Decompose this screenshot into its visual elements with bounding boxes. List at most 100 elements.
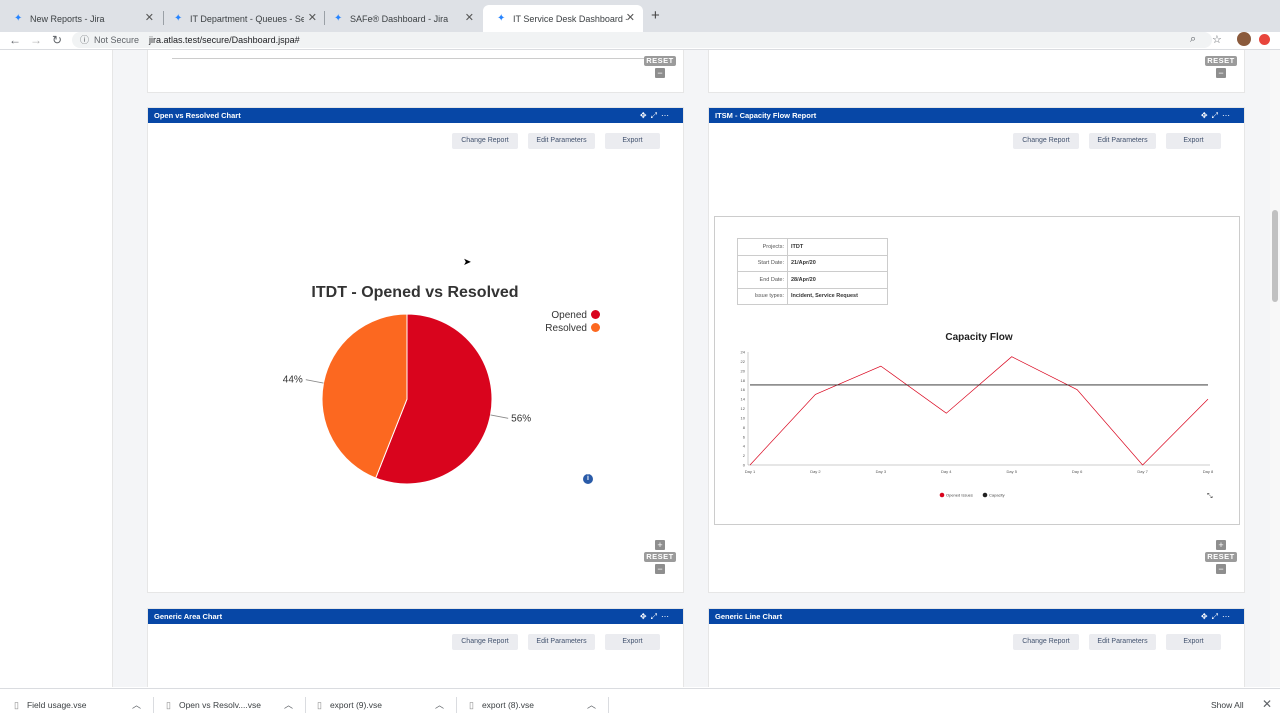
change-report-button[interactable]: Change Report: [1013, 634, 1079, 650]
new-tab-button[interactable]: +: [651, 7, 660, 24]
extension-icon[interactable]: [1259, 34, 1270, 45]
export-button[interactable]: Export: [605, 133, 660, 149]
browser-tab-strip: ✦ New Reports - Jira ✕ ✦ IT Department -…: [0, 0, 1280, 32]
show-all-downloads-button[interactable]: Show All: [1211, 700, 1244, 710]
download-item[interactable]: ▯ export (9).vse ︿: [317, 689, 455, 720]
chevron-up-icon[interactable]: ︿: [284, 700, 294, 710]
more-icon[interactable]: ⋯: [1222, 111, 1234, 120]
reload-icon[interactable]: ↻: [52, 33, 63, 47]
zoom-out-icon[interactable]: −: [1216, 564, 1226, 574]
close-icon[interactable]: ✕: [464, 12, 474, 24]
zoom-in-icon[interactable]: +: [1216, 540, 1226, 550]
more-icon[interactable]: ⋯: [661, 111, 673, 120]
reset-button[interactable]: RESET: [644, 552, 676, 562]
close-icon[interactable]: ✕: [1262, 697, 1273, 711]
pie-slice-resolved: [321, 313, 408, 479]
jira-icon: ✦: [14, 12, 23, 24]
reset-button[interactable]: RESET: [644, 56, 676, 66]
export-button[interactable]: Export: [605, 634, 660, 650]
download-item[interactable]: ▯ Field usage.vse ︿: [14, 689, 152, 720]
divider: [153, 697, 154, 713]
zoom-out-icon[interactable]: −: [655, 68, 665, 78]
pie-slice-opened: [375, 313, 493, 485]
divider: [456, 697, 457, 713]
legend-item-opened[interactable]: Opened: [528, 310, 600, 321]
move-icon[interactable]: ✥: [1200, 111, 1212, 120]
zoom-out-icon[interactable]: −: [1216, 68, 1226, 78]
move-icon[interactable]: ✥: [639, 111, 651, 120]
gadget-actions: ✥⤢⋯: [640, 108, 673, 123]
close-icon[interactable]: ✕: [144, 12, 154, 24]
x-tick-label: Day 2: [810, 469, 821, 474]
chevron-up-icon[interactable]: ︿: [587, 700, 597, 710]
chevron-up-icon[interactable]: ︿: [132, 700, 142, 710]
edit-parameters-button[interactable]: Edit Parameters: [528, 133, 595, 149]
forward-icon[interactable]: →: [30, 33, 42, 47]
page-scrollbar[interactable]: [1270, 50, 1280, 687]
series-line-opened-issues: [749, 356, 1209, 466]
close-icon[interactable]: ✕: [307, 12, 317, 24]
edit-parameters-button[interactable]: Edit Parameters: [528, 634, 595, 650]
profile-avatar[interactable]: [1237, 32, 1251, 46]
dashboard-content: RESET − RESET − Open vs Resolved Chart ✥…: [0, 50, 1280, 687]
tab-title: New Reports - Jira: [30, 13, 105, 24]
zoom-out-icon[interactable]: −: [655, 564, 665, 574]
tab-it-service-desk-dashboard[interactable]: ✦ IT Service Desk Dashboard - Jira ✕: [483, 5, 643, 32]
y-tick-label: 2: [743, 453, 746, 458]
expand-icon[interactable]: ⤢: [650, 612, 661, 621]
chart-zoom-controls: + RESET −: [643, 540, 677, 574]
tab-new-reports[interactable]: ✦ New Reports - Jira ✕: [0, 5, 162, 32]
scrollbar-thumb[interactable]: [1272, 210, 1278, 302]
reset-button[interactable]: RESET: [1205, 552, 1237, 562]
bookmark-star-icon[interactable]: ☆: [1212, 34, 1222, 46]
resize-icon[interactable]: ⤡: [1207, 493, 1213, 500]
more-icon[interactable]: ⋯: [1222, 612, 1234, 621]
change-report-button[interactable]: Change Report: [452, 634, 518, 650]
tab-divider: [324, 11, 325, 25]
url-text: jira.atlas.test/secure/Dashboard.jspa#: [149, 35, 300, 45]
info-icon[interactable]: i: [583, 474, 593, 484]
change-report-button[interactable]: Change Report: [1013, 133, 1079, 149]
move-icon[interactable]: ✥: [639, 612, 651, 621]
tab-it-department-queues[interactable]: ✦ IT Department - Queues - Servic ✕: [160, 5, 325, 32]
legend-label: Opened: [551, 310, 587, 321]
file-icon: ▯: [469, 700, 474, 710]
zoom-icon[interactable]: ⌕: [1190, 33, 1197, 45]
divider: [305, 697, 306, 713]
download-item[interactable]: ▯ Open vs Resolv....vse ︿: [166, 689, 304, 720]
back-icon[interactable]: ←: [9, 33, 21, 47]
address-bar[interactable]: ⓘ Not Secure jira.atlas.test/secure/Dashbo…: [72, 32, 1212, 48]
gadget-actions: ✥⤢⋯: [1201, 108, 1234, 123]
legend-item-resolved[interactable]: Resolved: [528, 323, 600, 334]
reset-button[interactable]: RESET: [1205, 56, 1237, 66]
expand-icon[interactable]: ⤢: [1211, 612, 1222, 621]
zoom-in-icon[interactable]: +: [655, 540, 665, 550]
expand-icon[interactable]: ⤢: [1211, 111, 1222, 120]
download-item[interactable]: ▯ export (8).vse ︿: [469, 689, 607, 720]
gadget-title: Generic Area Chart: [154, 612, 223, 621]
gadget-header: Generic Area Chart ✥⤢⋯: [148, 609, 683, 624]
export-button[interactable]: Export: [1166, 634, 1221, 650]
edit-parameters-button[interactable]: Edit Parameters: [1089, 133, 1156, 149]
move-icon[interactable]: ✥: [1200, 612, 1212, 621]
info-icon[interactable]: ⓘ: [80, 35, 90, 45]
chart-zoom-controls: RESET −: [643, 54, 677, 78]
x-tick-label: Day 5: [1006, 469, 1017, 474]
more-icon[interactable]: ⋯: [661, 612, 673, 621]
close-icon[interactable]: ✕: [625, 12, 635, 24]
gadget-title: Open vs Resolved Chart: [154, 111, 241, 120]
edit-parameters-button[interactable]: Edit Parameters: [1089, 634, 1156, 650]
legend-dot: [939, 492, 945, 498]
legend-dot: [591, 323, 600, 332]
expand-icon[interactable]: ⤢: [650, 111, 661, 120]
change-report-button[interactable]: Change Report: [452, 133, 518, 149]
export-button[interactable]: Export: [1166, 133, 1221, 149]
x-tick-label: Day 7: [1137, 469, 1148, 474]
gadget-title: ITSM - Capacity Flow Report: [715, 111, 817, 120]
security-label: Not Secure: [94, 35, 140, 45]
table-row: Projects: ITDT: [737, 238, 888, 256]
chevron-up-icon[interactable]: ︿: [435, 700, 445, 710]
pie-label-connector: [305, 379, 324, 384]
tab-safe-dashboard[interactable]: ✦ SAFe® Dashboard - Jira ✕: [320, 5, 482, 32]
